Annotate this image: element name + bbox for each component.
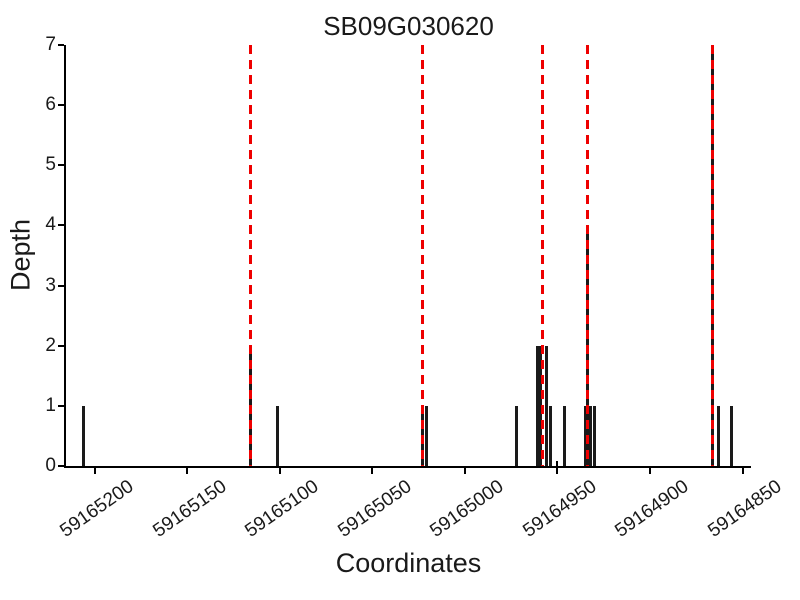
y-tick-label: 6 [45, 94, 56, 116]
y-tick [58, 465, 64, 467]
y-tick [58, 164, 64, 167]
y-tick [58, 404, 64, 407]
x-tick-label: 59164850 [704, 476, 786, 542]
x-tick-inward [556, 461, 559, 466]
x-tick-label: 59165000 [426, 476, 508, 542]
x-tick-label: 59164950 [519, 476, 601, 542]
depth-bar [717, 405, 721, 466]
x-tick-label: 59165200 [56, 476, 138, 542]
y-tick [58, 224, 64, 227]
y-tick [58, 44, 64, 46]
snp-marker-line [711, 45, 715, 466]
depth-bar [548, 405, 552, 466]
snp-marker-line [420, 45, 424, 466]
chart-title: SB09G030620 [323, 11, 494, 41]
depth-bar [535, 345, 539, 466]
depth-bar [424, 405, 428, 466]
y-tick-label: 0 [45, 455, 56, 476]
depth-bar [515, 405, 519, 466]
x-tick [93, 468, 96, 474]
x-tick-label: 59164900 [611, 476, 694, 542]
x-tick-label: 59165050 [334, 476, 416, 542]
depth-bar [592, 405, 596, 466]
y-tick [58, 284, 64, 287]
snp-marker-line [585, 45, 589, 466]
y-tick-label: 3 [45, 274, 56, 296]
snp-marker-line [248, 45, 252, 466]
snp-marker-line [541, 45, 545, 466]
x-tick [649, 468, 652, 474]
x-axis-label: Coordinates [335, 548, 482, 578]
x-tick [556, 468, 559, 474]
y-tick [58, 344, 64, 347]
x-tick [278, 468, 281, 474]
y-tick-label: 5 [45, 154, 56, 176]
x-tick [463, 468, 466, 474]
x-tick-label: 59165150 [148, 476, 231, 542]
depth-bar [729, 405, 733, 466]
depth-bar [563, 405, 567, 466]
y-tick-label: 2 [45, 334, 56, 356]
x-tick [741, 468, 744, 474]
depth-bar [544, 345, 548, 466]
x-tick-label: 59165100 [241, 476, 323, 542]
depth-bar [539, 345, 543, 466]
depth-bar [82, 405, 85, 466]
depth-bar [589, 405, 593, 466]
y-tick-label: 1 [45, 394, 56, 416]
y-tick [58, 104, 64, 107]
y-tick-label: 4 [45, 214, 56, 236]
x-tick [371, 468, 374, 474]
y-axis-label: Depth [5, 218, 36, 292]
depth-bar [276, 405, 280, 466]
x-tick [186, 468, 189, 474]
depth-bar [583, 405, 587, 466]
x-axis-spine [64, 466, 751, 468]
y-axis-spine [64, 45, 66, 468]
y-tick-label: 7 [45, 34, 56, 55]
